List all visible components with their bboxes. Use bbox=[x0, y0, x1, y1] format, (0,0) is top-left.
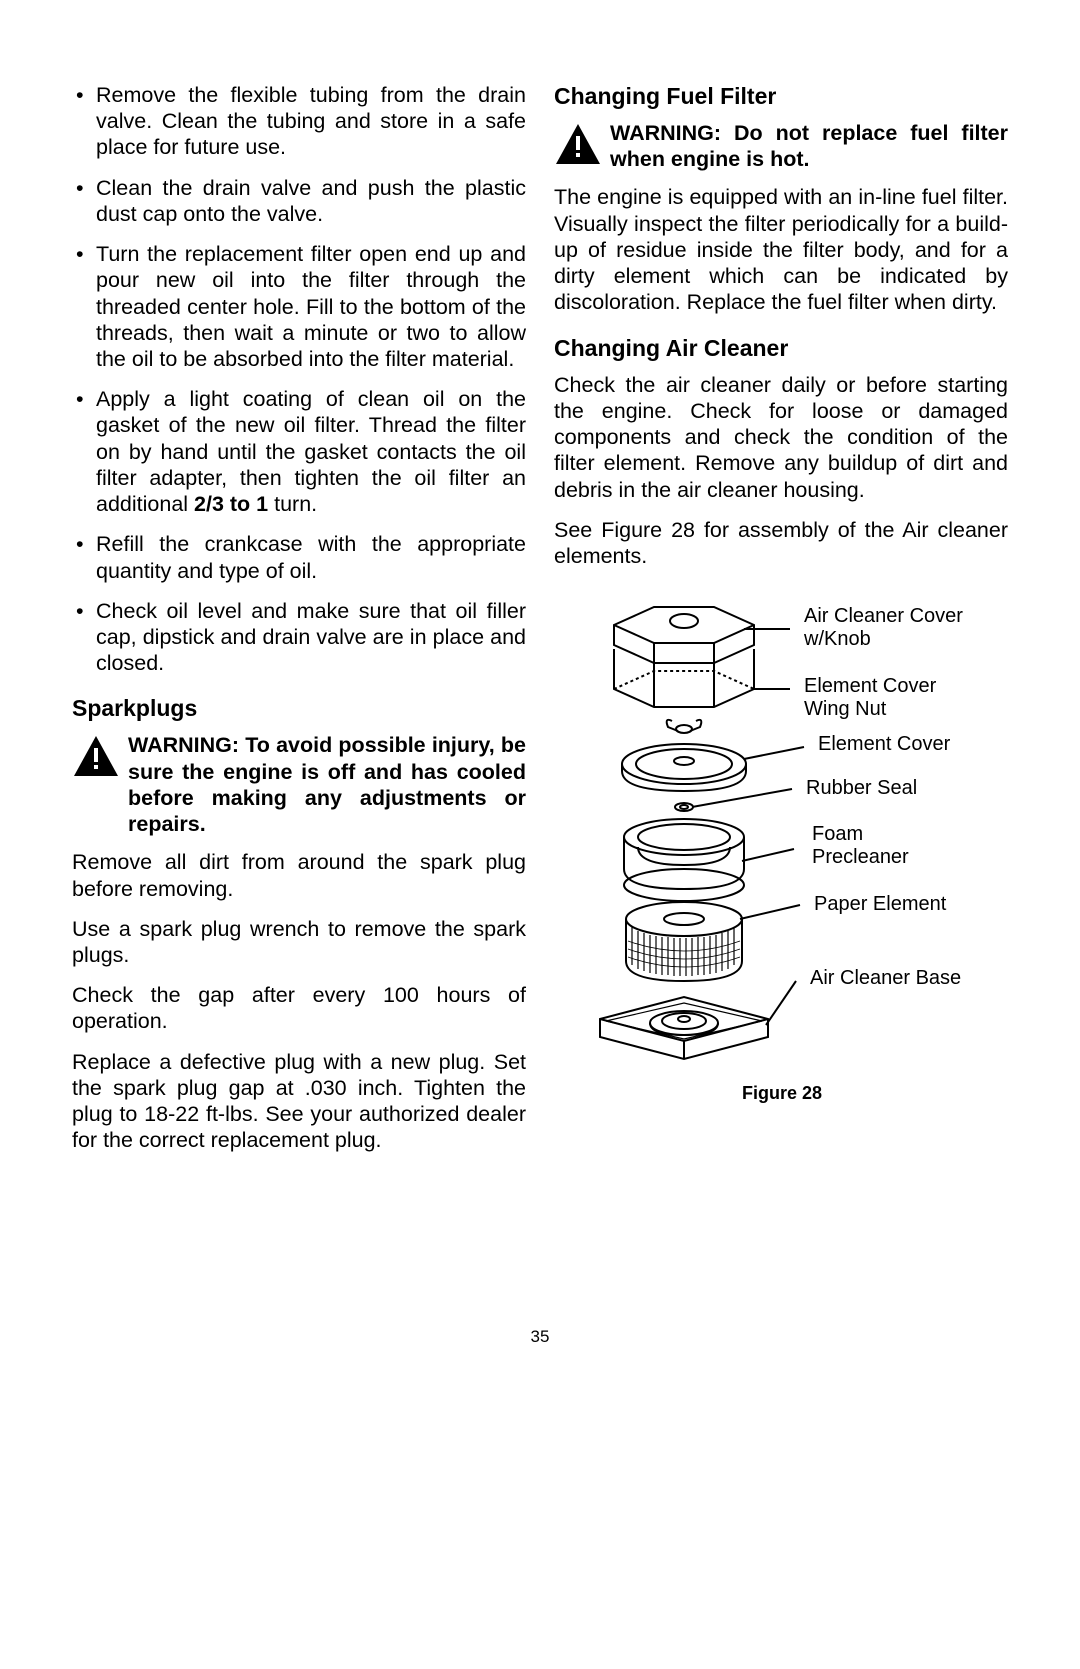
body-text: Replace a defective plug with a new plug… bbox=[72, 1049, 526, 1154]
left-column: Remove the flexible tubing from the drai… bbox=[72, 82, 526, 1167]
figure-label: Air Cleaner Base bbox=[810, 967, 961, 990]
body-text: Check the air cleaner daily or before st… bbox=[554, 372, 1008, 503]
figure-label: Element Cover Wing Nut bbox=[804, 675, 974, 721]
figure-label: Foam Precleaner bbox=[812, 823, 952, 869]
figure-label: Paper Element bbox=[814, 893, 946, 916]
warning-icon bbox=[72, 734, 120, 778]
body-text: Remove all dirt from around the spark pl… bbox=[72, 849, 526, 901]
warning-icon bbox=[554, 122, 602, 166]
body-text: See Figure 28 for assembly of the Air cl… bbox=[554, 517, 1008, 569]
sparkplugs-heading: Sparkplugs bbox=[72, 694, 526, 722]
list-item: Apply a light coating of clean oil on th… bbox=[72, 386, 526, 517]
page-number: 35 bbox=[0, 1327, 1080, 1347]
right-column: Changing Fuel Filter WARNING: Do not rep… bbox=[554, 82, 1008, 1167]
air-cleaner-figure: Air Cleaner Cover w/Knob Element Cover W… bbox=[554, 589, 1010, 1099]
sparkplugs-warning: WARNING: To avoid possible injury, be su… bbox=[72, 732, 526, 837]
fuel-filter-warning: WARNING: Do not replace fuel filter when… bbox=[554, 120, 1008, 172]
figure-label: Air Cleaner Cover w/Knob bbox=[804, 605, 964, 651]
body-text: Use a spark plug wrench to remove the sp… bbox=[72, 916, 526, 968]
list-item: Clean the drain valve and push the plast… bbox=[72, 175, 526, 227]
figure-label: Element Cover bbox=[818, 733, 950, 756]
warning-text: WARNING: Do not replace fuel filter when… bbox=[610, 120, 1008, 172]
figure-caption: Figure 28 bbox=[554, 1083, 1010, 1105]
air-cleaner-heading: Changing Air Cleaner bbox=[554, 334, 1008, 362]
body-text: The engine is equipped with an in-line f… bbox=[554, 184, 1008, 315]
fuel-filter-heading: Changing Fuel Filter bbox=[554, 82, 1008, 110]
oil-filter-steps: Remove the flexible tubing from the drai… bbox=[72, 82, 526, 676]
figure-label: Rubber Seal bbox=[806, 777, 917, 800]
list-item: Turn the replacement filter open end up … bbox=[72, 241, 526, 372]
list-item: Check oil level and make sure that oil f… bbox=[72, 598, 526, 677]
warning-text: WARNING: To avoid possible injury, be su… bbox=[128, 732, 526, 837]
air-cleaner-diagram bbox=[544, 589, 844, 1089]
body-text: Check the gap after every 100 hours of o… bbox=[72, 982, 526, 1034]
list-item: Refill the crankcase with the appropriat… bbox=[72, 531, 526, 583]
list-item: Remove the flexible tubing from the drai… bbox=[72, 82, 526, 161]
